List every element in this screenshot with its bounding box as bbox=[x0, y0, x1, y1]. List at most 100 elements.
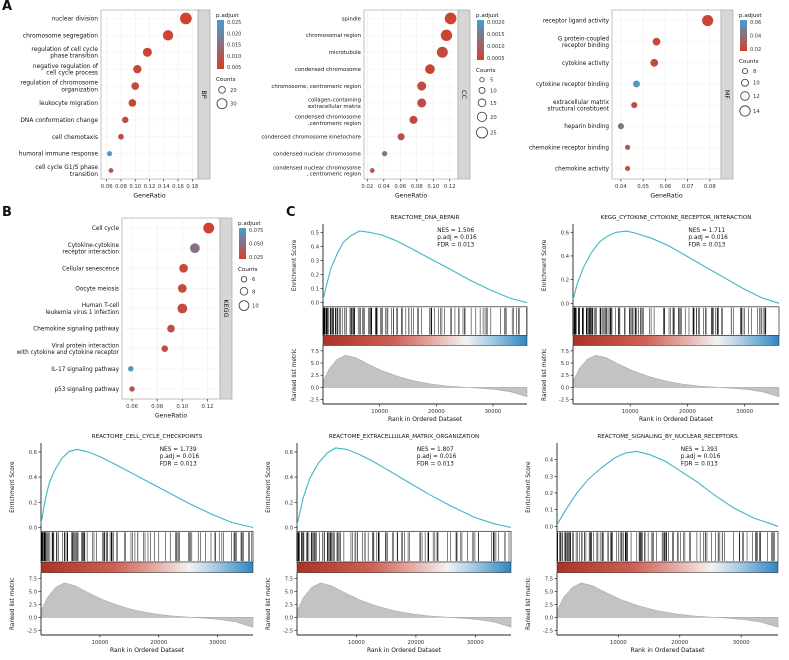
svg-text:p.adj = 0.016: p.adj = 0.016 bbox=[437, 235, 477, 241]
svg-text:7.5: 7.5 bbox=[285, 576, 293, 582]
svg-text:6: 6 bbox=[252, 277, 256, 283]
svg-text:20000: 20000 bbox=[407, 640, 424, 646]
svg-text:0.005: 0.005 bbox=[227, 65, 241, 71]
svg-text:0.2: 0.2 bbox=[311, 273, 319, 279]
svg-text:0.07: 0.07 bbox=[682, 184, 694, 190]
dotplot-go-bp: 0.06 0.08 0.10 0.12 0.14 0.16 0.18 GeneRatio nuc… bbox=[19, 9, 241, 200]
svg-text:condensed chromosome kinetocho: condensed chromosome kinetochore bbox=[261, 135, 361, 141]
svg-text:heparin binding: heparin binding bbox=[564, 124, 609, 130]
svg-text:0.14: 0.14 bbox=[158, 184, 170, 190]
svg-text:2.5: 2.5 bbox=[285, 602, 293, 608]
svg-text:-2.5: -2.5 bbox=[283, 628, 293, 634]
svg-text:chemokine activity: chemokine activity bbox=[555, 166, 610, 172]
svg-text:0.3: 0.3 bbox=[311, 258, 319, 264]
svg-text:regulation of chromosome: regulation of chromosome bbox=[20, 81, 98, 87]
svg-text:0.12: 0.12 bbox=[144, 184, 156, 190]
svg-text:KEGG: KEGG bbox=[222, 299, 230, 317]
svg-text:0.08: 0.08 bbox=[704, 184, 716, 190]
svg-text:REACTOME_SIGNALING_BY_NUCLEAR_: REACTOME_SIGNALING_BY_NUCLEAR_RECEPTORS bbox=[597, 434, 738, 440]
svg-text:0.12: 0.12 bbox=[202, 404, 214, 410]
svg-text:FDR = 0.013: FDR = 0.013 bbox=[160, 461, 197, 467]
svg-text:-2.5: -2.5 bbox=[309, 398, 319, 404]
svg-text:microtubule: microtubule bbox=[329, 50, 362, 56]
svg-text:0.4: 0.4 bbox=[311, 244, 320, 250]
svg-text:0.1: 0.1 bbox=[545, 508, 553, 514]
svg-text:Rank in Ordered Dataset: Rank in Ordered Dataset bbox=[639, 416, 714, 423]
svg-text:0.6: 0.6 bbox=[285, 450, 293, 456]
svg-text:condensed nuclear chromosome: condensed nuclear chromosome bbox=[273, 165, 362, 171]
svg-text:humoral immune response: humoral immune response bbox=[19, 152, 99, 158]
svg-text:0.4: 0.4 bbox=[561, 254, 570, 260]
panel-label-c: C bbox=[286, 205, 296, 220]
svg-text:30: 30 bbox=[230, 102, 237, 108]
svg-text:25: 25 bbox=[490, 131, 497, 137]
svg-text:p.adjust: p.adjust bbox=[216, 13, 239, 19]
svg-text:Counts: Counts bbox=[476, 68, 496, 74]
svg-text:BP: BP bbox=[200, 90, 208, 98]
svg-text:20: 20 bbox=[230, 88, 237, 94]
svg-text:Cellular senescence: Cellular senescence bbox=[62, 266, 119, 272]
svg-text:-2.5: -2.5 bbox=[27, 628, 37, 634]
dotplot-go-cc: 0.02 0.04 0.06 0.08 0.10 0.12 GeneRatio spindle… bbox=[261, 9, 505, 200]
svg-text:KEGG_CYTOKINE_CYTOKINE_RECEPTO: KEGG_CYTOKINE_CYTOKINE_RECEPTOR_INTERACT… bbox=[601, 215, 752, 221]
svg-text:extracellular matrix: extracellular matrix bbox=[553, 100, 610, 106]
svg-text:chromosomal region: chromosomal region bbox=[306, 33, 361, 39]
svg-text:chromosome segregation: chromosome segregation bbox=[23, 33, 98, 39]
panel-label-a: A bbox=[2, 0, 13, 14]
svg-text:0.16: 0.16 bbox=[172, 184, 184, 190]
svg-text:extracellular matrix: extracellular matrix bbox=[308, 104, 362, 110]
svg-text:Counts: Counts bbox=[216, 77, 236, 83]
svg-text:0.08: 0.08 bbox=[151, 404, 163, 410]
svg-text:Cytokine-cytokine: Cytokine-cytokine bbox=[68, 243, 120, 249]
svg-text:30000: 30000 bbox=[733, 640, 750, 646]
svg-text:0.08: 0.08 bbox=[411, 184, 423, 190]
svg-text:phase transition: phase transition bbox=[50, 54, 98, 60]
svg-text:0.075: 0.075 bbox=[249, 228, 263, 234]
svg-text:0.06: 0.06 bbox=[394, 184, 406, 190]
svg-text:Chemokine signaling pathway: Chemokine signaling pathway bbox=[33, 327, 119, 333]
svg-text:12: 12 bbox=[753, 94, 760, 100]
svg-text:0.0: 0.0 bbox=[545, 524, 553, 530]
svg-text:organization: organization bbox=[61, 88, 98, 94]
svg-text:0.0: 0.0 bbox=[29, 526, 37, 532]
svg-text:0.0: 0.0 bbox=[311, 385, 319, 391]
svg-text:0.04: 0.04 bbox=[615, 184, 627, 190]
svg-text:0.6: 0.6 bbox=[29, 450, 37, 456]
svg-text:cell cycle process: cell cycle process bbox=[46, 71, 98, 77]
svg-text:10000: 10000 bbox=[622, 409, 639, 415]
svg-text:0.010: 0.010 bbox=[227, 54, 241, 60]
svg-text:GeneRatio: GeneRatio bbox=[155, 413, 187, 420]
svg-text:10000: 10000 bbox=[91, 640, 108, 646]
svg-text:NES = 1.393: NES = 1.393 bbox=[681, 447, 718, 453]
dotplot-go-mf: 0.04 0.05 0.06 0.07 0.08 GeneRatio receptor li… bbox=[529, 9, 762, 200]
svg-text:Enrichment Score: Enrichment Score bbox=[526, 461, 532, 513]
svg-text:FDR = 0.013: FDR = 0.013 bbox=[437, 242, 474, 248]
svg-text:0.06: 0.06 bbox=[126, 404, 138, 410]
svg-text:chromosome, centromeric region: chromosome, centromeric region bbox=[271, 84, 361, 90]
svg-text:CC: CC bbox=[460, 90, 468, 99]
svg-text:-2.5: -2.5 bbox=[543, 628, 553, 634]
svg-text:cell chemotaxis: cell chemotaxis bbox=[52, 135, 98, 141]
svg-text:Ranked list metric: Ranked list metric bbox=[542, 349, 548, 401]
svg-text:0.10: 0.10 bbox=[176, 404, 188, 410]
svg-text:0.2: 0.2 bbox=[29, 500, 37, 506]
svg-text:Oocyte meiosis: Oocyte meiosis bbox=[75, 286, 119, 292]
svg-text:0.020: 0.020 bbox=[227, 31, 241, 37]
svg-text:0.0: 0.0 bbox=[285, 526, 293, 532]
svg-text:p.adj = 0.016: p.adj = 0.016 bbox=[417, 454, 457, 460]
svg-text:GeneRatio: GeneRatio bbox=[395, 193, 427, 200]
svg-text:0.0010: 0.0010 bbox=[487, 44, 505, 50]
svg-text:cytokine activity: cytokine activity bbox=[562, 61, 610, 67]
svg-text:0.12: 0.12 bbox=[444, 184, 456, 190]
svg-text:structural constituent: structural constituent bbox=[548, 106, 610, 112]
svg-text:Ranked list metric: Ranked list metric bbox=[266, 578, 272, 630]
svg-text:14: 14 bbox=[753, 109, 760, 115]
svg-text:20000: 20000 bbox=[671, 640, 688, 646]
svg-text:0.0: 0.0 bbox=[545, 615, 553, 621]
svg-text:2.5: 2.5 bbox=[545, 602, 553, 608]
svg-text:5.0: 5.0 bbox=[285, 589, 293, 595]
svg-text:REACTOME_EXTRACELLULAR_MATRIX_: REACTOME_EXTRACELLULAR_MATRIX_ORGANIZATI… bbox=[329, 434, 479, 440]
svg-text:0.0: 0.0 bbox=[561, 301, 569, 307]
svg-text:0.04: 0.04 bbox=[378, 184, 390, 190]
svg-text:condensed chromosome: condensed chromosome bbox=[295, 115, 362, 121]
